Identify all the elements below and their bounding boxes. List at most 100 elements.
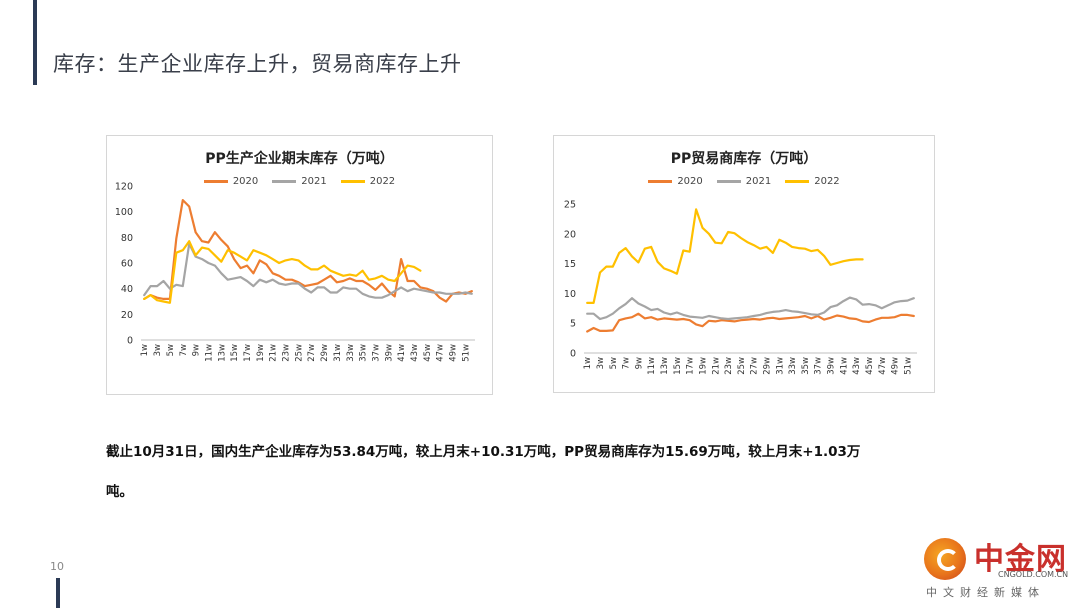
x-tick-label: 33w bbox=[346, 344, 356, 362]
legend-label-2020: 2020 bbox=[232, 176, 259, 187]
x-tick-label: 23w bbox=[724, 357, 734, 375]
legend-item-2021: 2021 bbox=[716, 176, 772, 187]
x-tick-label: 21w bbox=[269, 344, 279, 362]
x-tick-label: 25w bbox=[294, 344, 304, 362]
x-tick-label: 13w bbox=[660, 357, 670, 375]
summary-line-1: 截止10月31日，国内生产企业库存为53.84万吨，较上月末+10.31万吨，P… bbox=[106, 444, 861, 460]
y-tick-label: 5 bbox=[570, 319, 576, 330]
x-tick-label: 41w bbox=[397, 344, 407, 362]
y-tick-label: 25 bbox=[564, 200, 576, 211]
x-tick-label: 1w bbox=[583, 357, 593, 369]
x-tick-label: 15w bbox=[230, 344, 240, 362]
slide-title: 库存：生产企业库存上升，贸易商库存上升 bbox=[53, 52, 462, 76]
x-tick-label: 35w bbox=[801, 357, 811, 375]
x-tick-label: 33w bbox=[788, 357, 798, 375]
legend-swatch-2021 bbox=[716, 180, 741, 183]
x-tick-label: 49w bbox=[891, 357, 901, 375]
chart-title: PP贸易商库存（万吨） bbox=[670, 151, 818, 167]
x-tick-label: 27w bbox=[750, 357, 760, 375]
y-tick-label: 0 bbox=[570, 349, 576, 360]
y-tick-label: 120 bbox=[115, 182, 133, 193]
legend-item-2021: 2021 bbox=[272, 176, 327, 187]
y-tick-label: 15 bbox=[564, 259, 576, 270]
y-tick-label: 20 bbox=[564, 229, 576, 240]
x-tick-label: 25w bbox=[737, 357, 747, 375]
y-tick-label: 80 bbox=[121, 233, 133, 244]
legend-label-2021: 2021 bbox=[745, 176, 772, 187]
summary-line-2: 吨。 bbox=[106, 484, 133, 500]
x-tick-label: 9w bbox=[192, 344, 202, 356]
x-tick-label: 1w bbox=[140, 344, 150, 356]
x-tick-label: 47w bbox=[878, 357, 888, 375]
x-tick-label: 5w bbox=[609, 357, 619, 369]
series-line-2021 bbox=[143, 242, 473, 299]
legend-item-2020: 2020 bbox=[648, 176, 703, 187]
x-tick-label: 27w bbox=[307, 344, 317, 362]
chart-legend: 2020 2021 2022 bbox=[554, 176, 934, 187]
y-tick-label: 20 bbox=[121, 310, 133, 321]
x-tick-label: 43w bbox=[410, 344, 420, 362]
y-tick-label: 10 bbox=[564, 289, 576, 300]
x-tick-label: 49w bbox=[449, 344, 459, 362]
chart-plot: 0 20 40 60 80 100 120 1w 3w 5w 7w 9w 11w 13w 15w 17w 19w… bbox=[115, 182, 475, 362]
x-tick-label: 19w bbox=[256, 344, 266, 362]
series-line-2020 bbox=[586, 312, 915, 333]
chart-title: PP生产企业期末库存（万吨） bbox=[205, 151, 394, 167]
x-tick-label: 17w bbox=[686, 357, 696, 375]
series-line-2021 bbox=[586, 296, 915, 321]
x-tick-label: 35w bbox=[359, 344, 369, 362]
legend-swatch-2020 bbox=[648, 180, 673, 183]
x-tick-label: 7w bbox=[622, 357, 632, 369]
series-line-2020 bbox=[143, 198, 473, 303]
x-tick-label: 47w bbox=[436, 344, 446, 362]
x-tick-label: 19w bbox=[698, 357, 708, 375]
production-inventory-chart: PP生产企业期末库存（万吨） 2020 2021 2022 0 20 40 60 80 1… bbox=[106, 135, 493, 395]
x-tick-label: 45w bbox=[865, 357, 875, 375]
footer-accent-bar bbox=[56, 578, 60, 608]
chart-plot: 0 5 10 15 20 25 1w 3w 5w 7w 9w 11w 13w 15w 17w 19w 21w 23… bbox=[564, 200, 917, 375]
legend-swatch-2021 bbox=[272, 180, 297, 183]
x-tick-label: 7w bbox=[179, 344, 189, 356]
x-tick-label: 31w bbox=[333, 344, 343, 362]
title-accent-bar bbox=[33, 0, 37, 85]
x-tick-label: 45w bbox=[423, 344, 433, 362]
series-line-2022 bbox=[143, 240, 422, 304]
x-tick-label: 15w bbox=[673, 357, 683, 375]
x-tick-label: 13w bbox=[217, 344, 227, 362]
y-tick-label: 40 bbox=[121, 284, 133, 295]
x-tick-label: 23w bbox=[282, 344, 292, 362]
legend-swatch-2022 bbox=[785, 180, 810, 183]
legend-label-2022: 2022 bbox=[814, 176, 840, 187]
x-tick-label: 11w bbox=[204, 344, 214, 362]
logo-name: 中金网 bbox=[974, 542, 1067, 577]
logo-url: CNGOLD.COM.CN bbox=[998, 570, 1069, 579]
x-tick-label: 3w bbox=[596, 357, 606, 369]
x-tick-label: 43w bbox=[852, 357, 862, 375]
legend-item-2022: 2022 bbox=[785, 176, 840, 187]
x-tick-label: 3w bbox=[153, 344, 163, 356]
series-line-2022 bbox=[586, 208, 864, 304]
x-tick-label: 39w bbox=[827, 357, 837, 375]
legend-swatch-2020 bbox=[203, 180, 228, 183]
legend-label-2020: 2020 bbox=[677, 176, 703, 187]
x-tick-label: 29w bbox=[763, 357, 773, 375]
x-tick-label: 31w bbox=[775, 357, 785, 375]
logo-emblem-icon bbox=[924, 538, 966, 580]
x-tick-label: 11w bbox=[647, 357, 657, 375]
trader-inventory-chart: PP贸易商库存（万吨） 2020 2021 2022 0 5 10 15 20 25 1w 3… bbox=[553, 135, 935, 393]
y-tick-label: 60 bbox=[121, 259, 133, 270]
legend-item-2022: 2022 bbox=[340, 176, 395, 187]
x-tick-label: 9w bbox=[634, 357, 644, 369]
legend-label-2021: 2021 bbox=[301, 176, 327, 187]
x-tick-label: 51w bbox=[461, 344, 471, 362]
x-tick-label: 17w bbox=[243, 344, 253, 362]
chart-legend: 2020 2021 2022 bbox=[107, 176, 492, 187]
x-tick-label: 39w bbox=[384, 344, 394, 362]
y-tick-label: 100 bbox=[115, 207, 133, 218]
y-tick-label: 0 bbox=[127, 336, 133, 347]
x-tick-label: 37w bbox=[814, 357, 824, 375]
summary-text: 截止10月31日，国内生产企业库存为53.84万吨，较上月末+10.31万吨，P… bbox=[106, 432, 946, 512]
legend-swatch-2022 bbox=[340, 180, 365, 183]
cngold-logo: 中金网 CNGOLD.COM.CN 中文财经新媒体 bbox=[920, 534, 1070, 604]
x-tick-label: 5w bbox=[166, 344, 176, 356]
